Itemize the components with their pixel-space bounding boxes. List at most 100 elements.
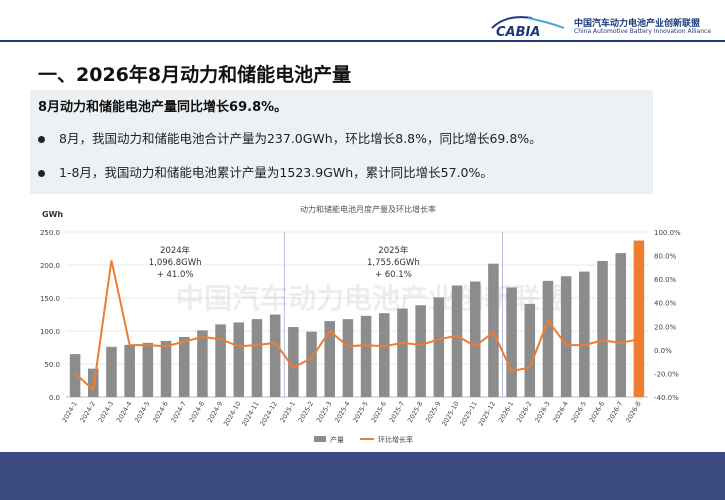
summary-bullet-text: 1-8月，我国动力和储能电池累计产量为1523.9GWh，累计同比增长57.0%… bbox=[59, 165, 493, 180]
bar-series bbox=[69, 240, 645, 397]
growth-line-series bbox=[74, 260, 640, 392]
y2-tick-label: 80.0% bbox=[654, 253, 677, 261]
cabia-logo-icon: CABIA bbox=[491, 16, 565, 38]
annotation-growth: + 60.1% bbox=[375, 270, 412, 280]
legend-line-label: 环比增长率 bbox=[378, 435, 413, 444]
y-tick-label: 0.0 bbox=[49, 394, 60, 402]
header-divider bbox=[0, 40, 725, 42]
production-bar bbox=[597, 261, 608, 397]
y-tick-label: 250.0 bbox=[40, 229, 60, 237]
production-bar bbox=[160, 340, 172, 397]
x-tick-label: 2026-6 bbox=[588, 400, 606, 424]
x-axis: 2024-1 2024-2 2024-3 2024-4 2024-5 2024-6 2024… bbox=[60, 400, 642, 428]
x-tick-label: 2024-8 bbox=[188, 400, 206, 424]
production-bar bbox=[542, 280, 554, 397]
production-bar bbox=[269, 314, 281, 397]
x-tick-label: 2026-3 bbox=[533, 400, 551, 424]
production-bar bbox=[397, 308, 408, 397]
summary-headline: 8月动力和储能电池产量同比增长69.8%。 bbox=[38, 100, 288, 115]
x-tick-label: 2026-4 bbox=[551, 400, 569, 424]
annotation-total: 1,096.8GWh bbox=[149, 258, 202, 268]
x-tick-label: 2026-7 bbox=[606, 400, 624, 424]
y2-tick-label: 100.0% bbox=[654, 229, 681, 237]
y2-tick-label: 40.0% bbox=[654, 300, 677, 308]
production-bar bbox=[451, 285, 463, 397]
y2-tick-label: -20.0% bbox=[654, 370, 679, 378]
legend-bar-swatch bbox=[314, 436, 326, 442]
production-bar bbox=[197, 330, 208, 397]
production-bar bbox=[124, 344, 135, 397]
production-bar bbox=[288, 327, 299, 397]
x-tick-label: 2024-2 bbox=[79, 400, 97, 424]
production-bar bbox=[88, 368, 99, 397]
x-tick-label: 2026-8 bbox=[624, 400, 642, 424]
x-tick-label: 2024-3 bbox=[97, 400, 115, 424]
x-tick-label: 2024-9 bbox=[206, 400, 224, 424]
watermark: 中国汽车动力电池产业创新联盟 bbox=[176, 282, 568, 315]
x-tick-label: 2025-8 bbox=[406, 400, 424, 424]
x-tick-label: 2024-7 bbox=[169, 400, 187, 424]
production-bar bbox=[615, 253, 626, 397]
x-tick-label: 2025-2 bbox=[297, 400, 315, 424]
y-tick-label: 150.0 bbox=[40, 295, 60, 303]
x-tick-label: 2025-9 bbox=[424, 400, 442, 424]
logo-mark-text: CABIA bbox=[496, 25, 540, 38]
production-bar bbox=[251, 319, 263, 397]
production-bar bbox=[433, 297, 445, 397]
production-bar bbox=[469, 281, 481, 397]
footer-band bbox=[0, 452, 725, 500]
x-tick-label: 2025-3 bbox=[315, 400, 333, 424]
year-annotations: 2024年 1,096.8GWh + 41.0% 2025年 1,755.6GWh + 6… bbox=[149, 245, 420, 280]
annotation-growth: + 41.0% bbox=[157, 270, 194, 280]
x-tick-label: 2024-1 bbox=[60, 400, 78, 424]
x-tick-label: 2024-5 bbox=[133, 400, 151, 424]
x-tick-label: 2024-4 bbox=[115, 400, 133, 424]
growth-line bbox=[74, 260, 640, 392]
bullet-dot-icon bbox=[38, 136, 45, 143]
page-title: 一、2026年8月动力和储能电池产量 bbox=[38, 64, 352, 86]
x-tick-label: 2025-12 bbox=[477, 400, 498, 428]
y2-tick-label: 60.0% bbox=[654, 276, 677, 284]
production-bar bbox=[506, 287, 517, 397]
production-bar bbox=[560, 276, 572, 397]
x-tick-label: 2024-12 bbox=[258, 400, 279, 428]
chart-title: 动力和储能电池月度产量及环比增长率 bbox=[300, 204, 436, 214]
alliance-logo: CABIA 中国汽车动力电池产业创新联盟 China Automotive Ba… bbox=[488, 14, 718, 38]
production-bar bbox=[379, 313, 390, 397]
alliance-name-cn: 中国汽车动力电池产业创新联盟 bbox=[574, 19, 701, 29]
production-bar bbox=[178, 336, 190, 397]
chart-legend: 产量 环比增长率 bbox=[314, 435, 413, 444]
x-tick-label: 2025-4 bbox=[333, 400, 351, 424]
y-tick-label: 50.0 bbox=[44, 361, 60, 369]
summary-panel: 8月动力和储能电池产量同比增长69.8%。 8月，我国动力和储能电池合计产量为2… bbox=[30, 90, 653, 194]
production-bar bbox=[415, 305, 426, 397]
annotation-year: 2024年 bbox=[160, 245, 191, 256]
y2-tick-label: -40.0% bbox=[654, 394, 679, 402]
y-tick-label: 200.0 bbox=[40, 262, 60, 270]
production-bar bbox=[579, 271, 590, 397]
production-bar bbox=[488, 263, 499, 397]
summary-bullet-text: 8月，我国动力和储能电池合计产量为237.0GWh，环比增长8.8%，同比增长6… bbox=[59, 131, 542, 146]
y-axis-left: 0.0 50.0 100.0 150.0 200.0 250.0 bbox=[40, 229, 60, 402]
y-axis-right: -40.0% -20.0% 0.0% 20.0% 40.0% 60.0% 80.0% 100.… bbox=[654, 229, 681, 402]
watermark-text: 中国汽车动力电池产业创新联盟 bbox=[176, 282, 568, 315]
x-tick-label: 2024-6 bbox=[151, 400, 169, 424]
y-axis-unit: GWh bbox=[42, 210, 63, 219]
summary-bullet-monthly: 8月，我国动力和储能电池合计产量为237.0GWh，环比增长8.8%，同比增长6… bbox=[38, 128, 542, 147]
x-tick-label: 2026-1 bbox=[497, 400, 515, 424]
x-tick-label: 2025-5 bbox=[351, 400, 369, 424]
production-bar bbox=[342, 319, 354, 397]
y-tick-label: 100.0 bbox=[40, 328, 60, 336]
x-tick-label: 2026-5 bbox=[570, 400, 588, 424]
x-tick-label: 2025-1 bbox=[279, 400, 297, 424]
production-bar bbox=[360, 315, 372, 397]
y2-tick-label: 0.0% bbox=[654, 347, 672, 355]
production-bar bbox=[69, 354, 81, 397]
production-bar bbox=[524, 303, 536, 397]
x-tick-label: 2025-6 bbox=[370, 400, 388, 424]
summary-bullet-cumulative: 1-8月，我国动力和储能电池累计产量为1523.9GWh，累计同比增长57.0%… bbox=[38, 162, 493, 181]
production-bar bbox=[106, 346, 117, 397]
production-bar bbox=[306, 331, 317, 397]
annotation-total: 1,755.6GWh bbox=[367, 258, 420, 268]
legend-bar-label: 产量 bbox=[330, 435, 344, 444]
